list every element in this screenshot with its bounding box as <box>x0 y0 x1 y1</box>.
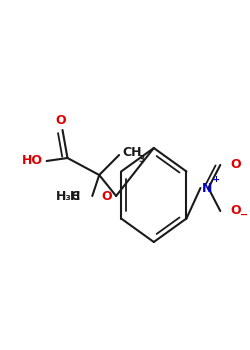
Text: CH: CH <box>122 147 142 160</box>
Text: O: O <box>230 159 241 172</box>
Text: O: O <box>102 190 112 203</box>
Text: HO: HO <box>22 154 43 168</box>
Text: +: + <box>212 175 219 183</box>
Text: O: O <box>55 114 66 127</box>
Text: H: H <box>70 190 80 203</box>
Text: H₃C: H₃C <box>56 189 80 203</box>
Text: O: O <box>230 204 241 217</box>
Text: 3: 3 <box>138 154 144 163</box>
Text: N: N <box>202 182 212 195</box>
Text: −: − <box>240 210 248 220</box>
